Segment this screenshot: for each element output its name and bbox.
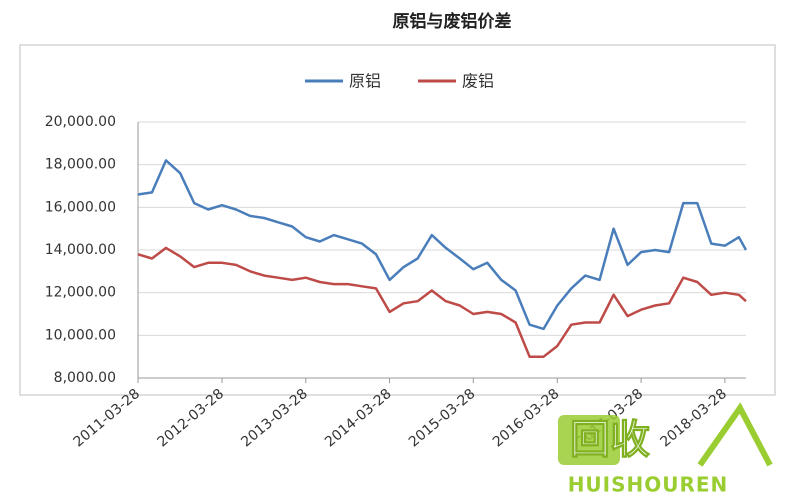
x-tick-label: 2014-03-28 bbox=[322, 386, 395, 451]
x-tick-label: 2013-03-28 bbox=[238, 386, 311, 451]
line-series bbox=[137, 159, 748, 331]
legend-label: 原铝 bbox=[349, 72, 381, 91]
x-tick-label: 2011-03-28 bbox=[71, 386, 144, 451]
legend-label: 废铝 bbox=[462, 72, 494, 91]
x-tick-label: 2015-03-28 bbox=[406, 386, 479, 451]
watermark-mark: 回收 bbox=[570, 417, 650, 463]
watermark-box bbox=[558, 415, 620, 465]
x-tick-label: 2016-03-28 bbox=[490, 386, 563, 451]
y-tick-label: 18,000.00 bbox=[45, 157, 116, 173]
y-tick-label: 16,000.00 bbox=[45, 199, 116, 215]
chart-title: 原铝与废铝价差 bbox=[393, 11, 512, 32]
y-tick-label: 12,000.00 bbox=[45, 285, 116, 301]
line-series bbox=[137, 246, 747, 358]
watermark: 回收 HUISHOUREN bbox=[558, 402, 773, 497]
y-tick-label: 14,000.00 bbox=[45, 242, 116, 258]
y-tick-label: 10,000.00 bbox=[45, 327, 116, 343]
chart-frame bbox=[19, 44, 776, 396]
watermark-brand: HUISHOUREN bbox=[568, 473, 729, 497]
y-tick-label: 20,000.00 bbox=[45, 114, 116, 130]
y-tick-label: 8,000.00 bbox=[54, 370, 116, 386]
x-tick-label: 2012-03-28 bbox=[155, 386, 228, 451]
watermark-logo bbox=[697, 402, 773, 467]
